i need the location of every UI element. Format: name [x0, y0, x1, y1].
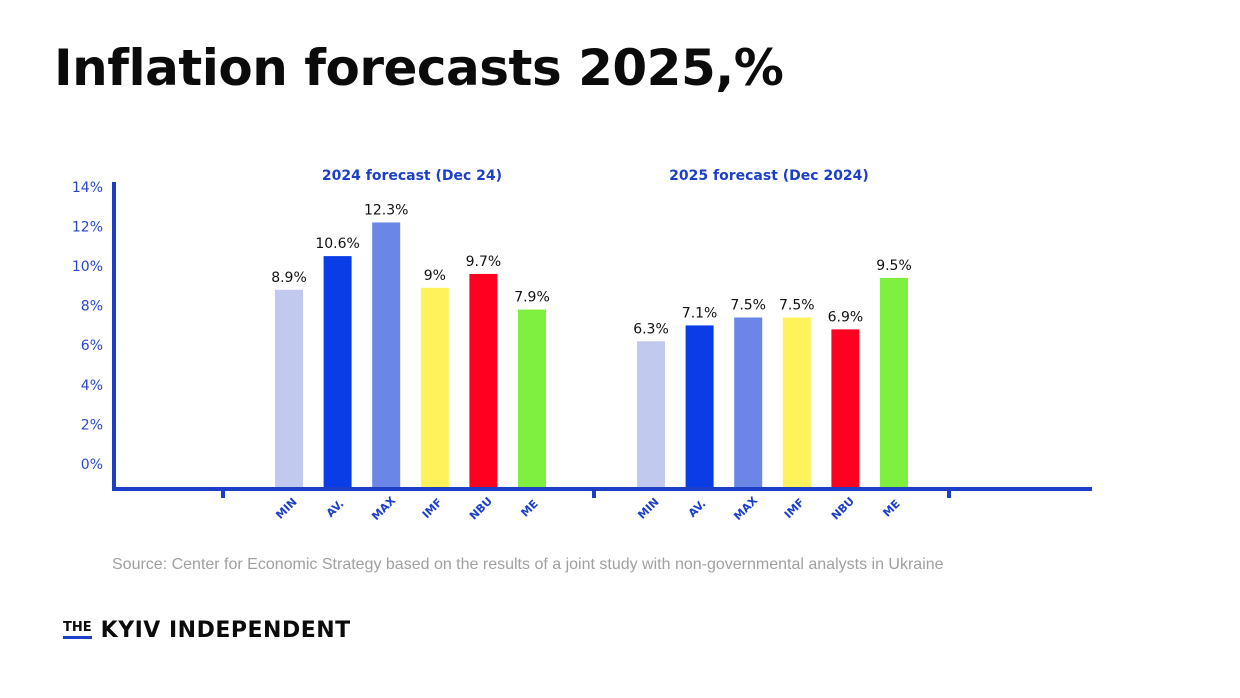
y-tick-label: 4% [81, 378, 103, 394]
bar [782, 317, 811, 487]
bar [880, 277, 908, 487]
y-axis: 0% 2% 4% 6% 8% 10% 12% 14% [72, 180, 116, 490]
bar [685, 325, 714, 487]
bar [469, 273, 498, 487]
bar [372, 222, 401, 487]
data-label: 8.9% [271, 270, 307, 286]
data-label: 12.3% [364, 202, 408, 218]
y-tick-label: 10% [72, 259, 103, 275]
data-label: 7.5% [730, 298, 766, 314]
data-label: 6.9% [828, 309, 864, 325]
data-label: 7.1% [682, 305, 718, 321]
data-label: 7.5% [779, 298, 815, 314]
x-tick-label: IMF [782, 496, 807, 521]
y-tick-label: 12% [72, 219, 103, 235]
x-axis [112, 487, 1092, 498]
bar-groups: 2024 forecast (Dec 24) 8.9% MIN 10.6% AV. 12.… [271, 168, 912, 523]
chart-title: Inflation forecasts 2025,% [54, 39, 784, 97]
data-label: 10.6% [315, 236, 359, 252]
bar [323, 256, 352, 487]
y-tick-label: 2% [81, 417, 103, 433]
x-tick-label: MAX [369, 494, 398, 523]
y-tick-label: 0% [81, 457, 103, 473]
bar [637, 341, 665, 487]
bar [420, 287, 449, 487]
x-tick-label: MIN [273, 495, 299, 521]
x-tick-label: NBU [467, 495, 495, 523]
bar [518, 309, 546, 487]
x-tick-label: MAX [731, 494, 760, 523]
bar [734, 317, 763, 487]
data-label: 9% [424, 268, 446, 284]
x-tick-label: ME [518, 497, 540, 519]
source-note: Source: Center for Economic Strategy bas… [112, 556, 944, 573]
data-label: 9.5% [876, 258, 912, 274]
brand-logo: THE KYIV INDEPENDENT [63, 618, 351, 644]
x-tick-label: ME [880, 497, 902, 519]
brand-prefix: THE [63, 620, 92, 639]
series-title: 2024 forecast (Dec 24) [322, 168, 502, 184]
bar [831, 329, 860, 487]
series-group: 2024 forecast (Dec 24) 8.9% MIN 10.6% AV. 12.… [271, 168, 550, 523]
series-group: 2025 forecast (Dec 2024) 6.3% MIN 7.1% AV. 7.… [633, 168, 912, 523]
y-tick-label: 6% [81, 338, 103, 354]
data-label: 6.3% [633, 321, 669, 337]
bar [275, 289, 303, 487]
x-tick-label: IMF [420, 496, 445, 521]
x-tick-label: MIN [635, 495, 661, 521]
y-tick-label: 8% [81, 299, 103, 315]
x-tick-label: NBU [829, 495, 857, 523]
series-title: 2025 forecast (Dec 2024) [669, 168, 869, 184]
data-label: 7.9% [514, 290, 550, 306]
x-tick-label: AV. [324, 497, 347, 520]
x-tick-label: AV. [686, 497, 709, 520]
y-tick-label: 14% [72, 180, 103, 196]
brand-name: KYIV INDEPENDENT [100, 618, 351, 643]
data-label: 9.7% [466, 254, 502, 270]
